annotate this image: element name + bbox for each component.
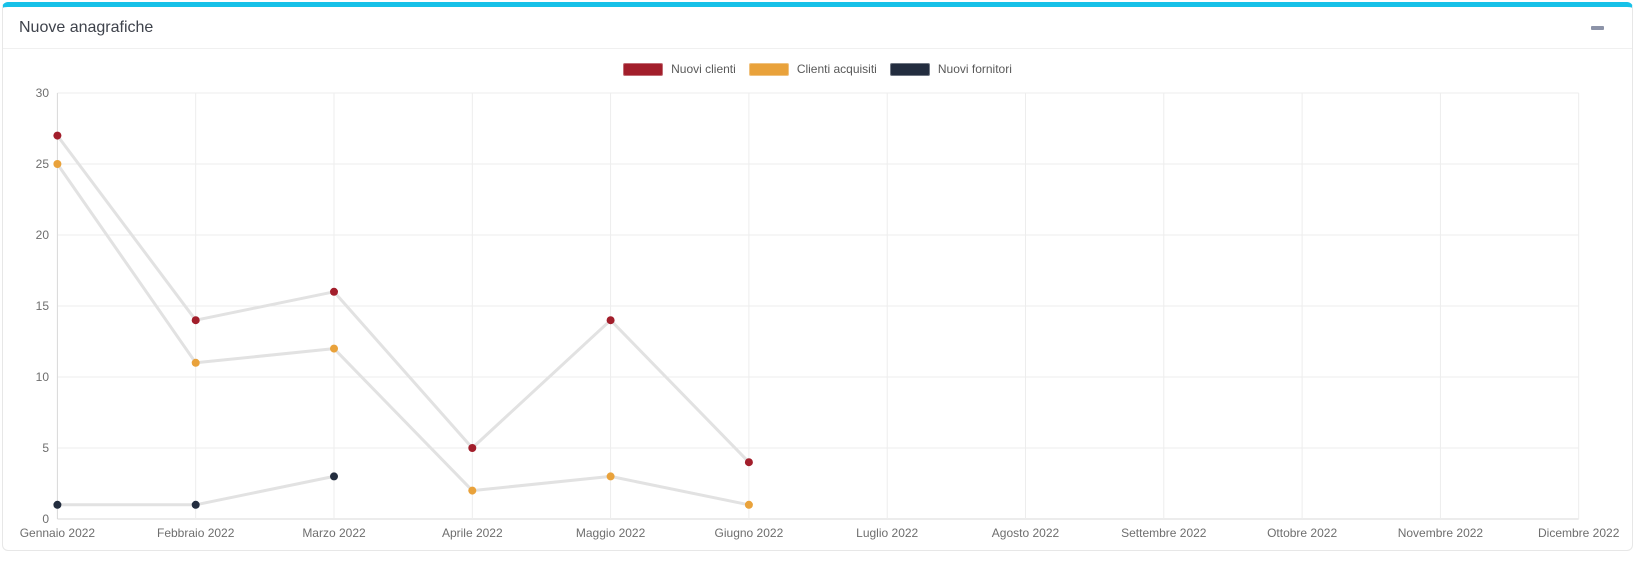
page-title: Nuove anagrafiche [19,19,154,36]
legend-label: Nuovi fornitori [937,62,1012,76]
x-tick-label: Maggio 2022 [576,526,646,540]
x-tick-label: Luglio 2022 [856,526,918,540]
data-point [468,486,477,495]
legend-label: Clienti acquisiti [796,62,877,76]
data-point [330,472,338,481]
data-point [468,444,477,452]
line-chart: 0 5 10 15 20 25 30 Gennaio 2022 Febbraio 2022 Mar… [20,86,1620,540]
minimize-icon [1591,26,1604,30]
x-tick-label: Giugno 2022 [715,526,784,540]
data-point [191,358,200,367]
x-tick-label: Ottobre 2022 [1267,526,1337,540]
x-tick-label: Gennaio 2022 [20,526,96,540]
x-tick-label: Aprile 2022 [442,526,503,540]
legend-item[interactable]: Clienti acquisiti [748,62,877,76]
data-point [606,316,615,325]
data-point [744,500,753,509]
data-point [53,131,62,140]
x-tick-label: Marzo 2022 [302,526,366,540]
series-line [55,134,751,464]
legend-label: Nuovi clienti [671,62,736,76]
legend-item[interactable]: Nuovi fornitori [889,62,1012,76]
y-tick-label: 5 [42,441,49,455]
chart-area: Nuovi clienti Clienti acquisiti Nuovi forn… [3,49,1632,546]
data-point [606,472,615,481]
x-tick-label: Novembre 2022 [1398,526,1484,540]
chart-legend: Nuovi clienti Clienti acquisiti Nuovi forn… [3,62,1632,76]
series-line [55,162,751,507]
y-tick-label: 30 [36,86,50,100]
data-point [53,160,62,168]
x-tick-label: Febbraio 2022 [157,526,235,540]
data-point [191,316,200,325]
data-point [330,287,338,296]
legend-swatch [748,62,789,76]
panel-card: Nuove anagrafiche Nuovi clienti Clienti a… [2,2,1633,551]
legend-swatch [623,62,664,76]
x-tick-label: Dicembre 2022 [1538,526,1620,540]
x-tick-label: Settembre 2022 [1121,526,1207,540]
data-point [744,458,753,467]
y-tick-label: 10 [36,370,50,384]
data-point [191,500,200,509]
panel-header: Nuove anagrafiche [3,7,1632,49]
legend-swatch [889,62,930,76]
y-tick-label: 15 [36,299,50,313]
data-point [53,500,62,509]
x-tick-label: Agosto 2022 [992,526,1060,540]
y-tick-label: 25 [36,157,50,171]
y-tick-label: 20 [36,228,50,242]
legend-item[interactable]: Nuovi clienti [623,62,736,76]
data-point [330,344,338,353]
y-tick-label: 0 [42,512,49,526]
minimize-button[interactable] [1579,20,1616,36]
